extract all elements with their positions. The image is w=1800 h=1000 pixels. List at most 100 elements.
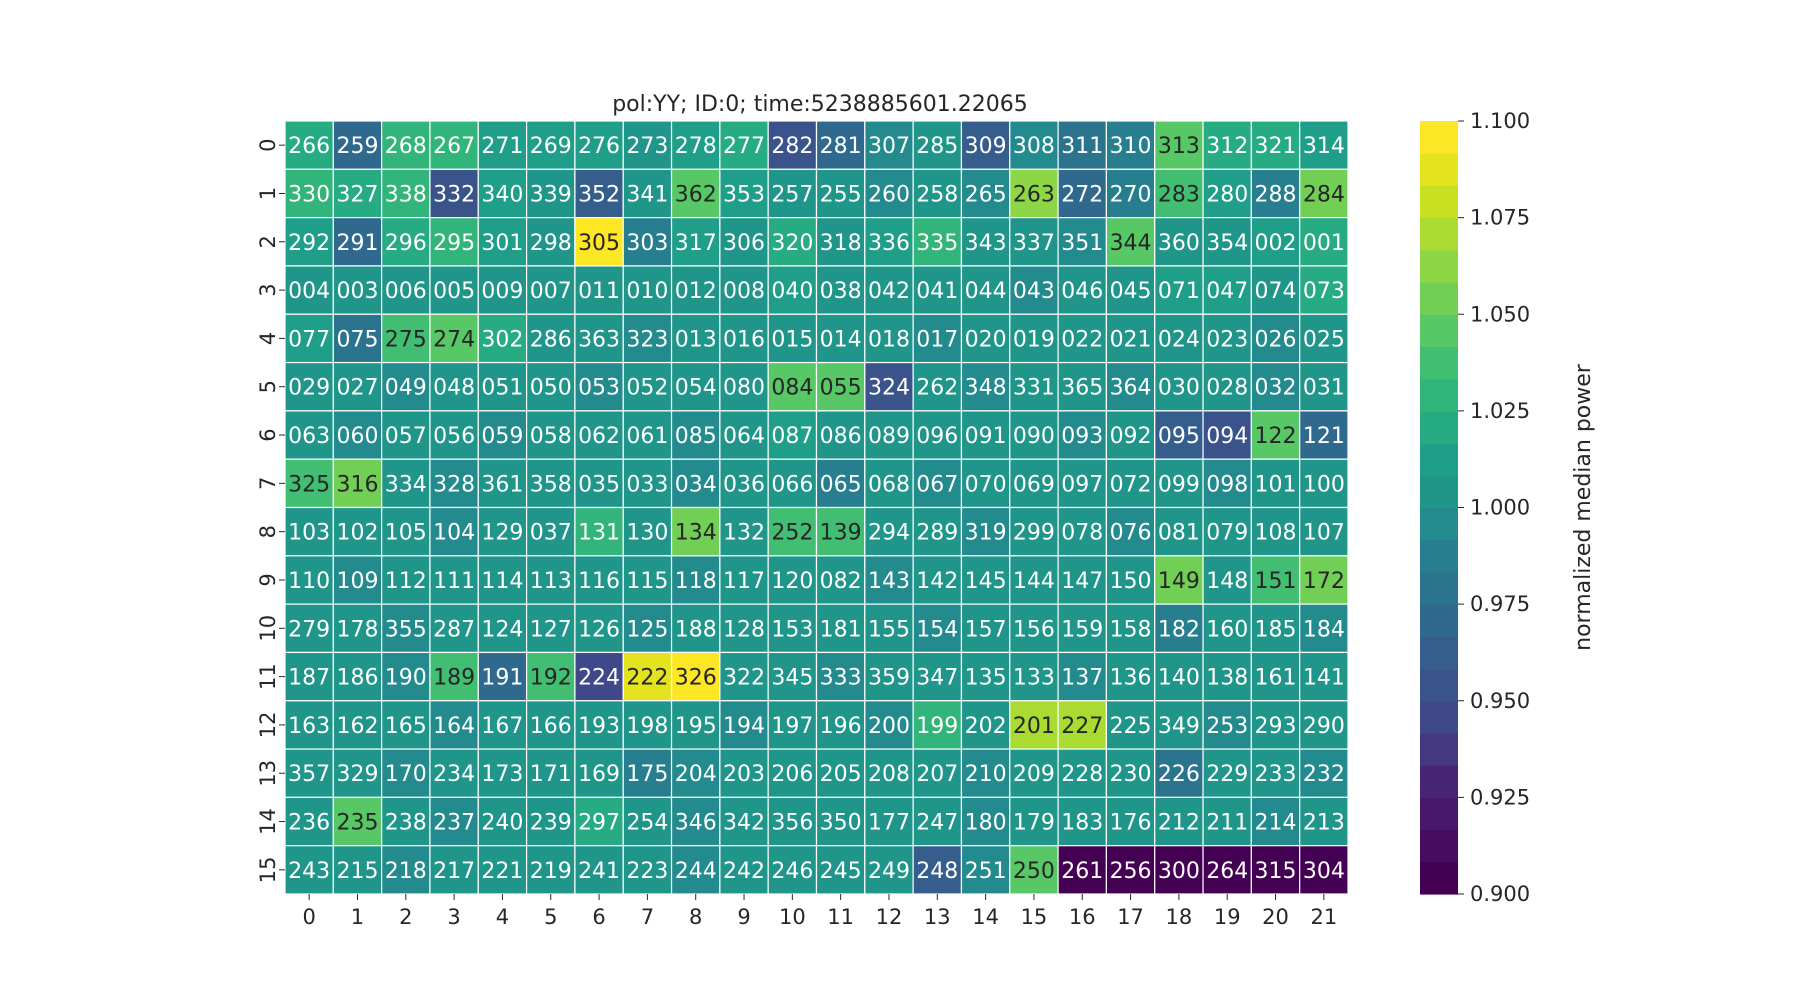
cell-annotation: 223 <box>626 859 668 884</box>
heatmap-cell <box>815 506 866 557</box>
cell-annotation: 137 <box>1061 666 1103 691</box>
cell-annotation: 183 <box>1061 811 1103 836</box>
heatmap-cell <box>960 313 1011 364</box>
cell-annotation: 302 <box>481 327 523 352</box>
cell-annotation: 054 <box>675 376 717 401</box>
cell-annotation: 361 <box>481 472 523 497</box>
cell-annotation: 172 <box>1303 569 1345 594</box>
colorbar-tick-label: 1.075 <box>1470 206 1530 230</box>
heatmap-cell <box>1057 410 1108 460</box>
cell-annotation: 240 <box>481 811 523 836</box>
cell-annotation: 353 <box>723 182 765 207</box>
x-tick-label: 8 <box>689 905 702 929</box>
cell-annotation: 241 <box>578 859 620 884</box>
cell-annotation: 052 <box>626 376 668 401</box>
cell-annotation: 063 <box>288 424 330 449</box>
heatmap-cell <box>525 217 576 267</box>
cell-annotation: 304 <box>1303 859 1345 884</box>
cell-annotation: 298 <box>530 231 572 256</box>
cell-annotation: 037 <box>530 521 572 546</box>
cell-annotation: 142 <box>916 569 958 594</box>
colorbar-segment <box>1420 217 1458 251</box>
heatmap-cell <box>960 265 1011 315</box>
cell-annotation: 268 <box>385 134 427 159</box>
cell-annotation: 105 <box>385 521 427 546</box>
cell-annotation: 263 <box>1013 182 1055 207</box>
cell-annotation: 002 <box>1255 231 1297 256</box>
cell-annotation: 070 <box>965 472 1007 497</box>
heatmap-cell <box>815 748 866 798</box>
heatmap-cell <box>815 361 866 412</box>
heatmap-cell <box>622 265 673 315</box>
cell-annotation: 249 <box>868 859 910 884</box>
y-tick-label: 13 <box>256 760 280 787</box>
heatmap-cell <box>1154 361 1204 412</box>
x-tick-label: 11 <box>827 905 854 929</box>
heatmap-cell <box>1057 845 1108 895</box>
heatmap-cell <box>1154 313 1204 364</box>
heatmap-cell <box>1009 313 1059 364</box>
cell-annotation: 350 <box>820 811 862 836</box>
cell-annotation: 165 <box>385 714 427 739</box>
colorbar-tick-label: 1.100 <box>1470 109 1530 133</box>
heatmap-cell <box>1299 458 1349 509</box>
heatmap-cell <box>767 700 818 750</box>
cell-annotation: 264 <box>1206 859 1248 884</box>
heatmap-cell <box>1105 555 1156 605</box>
cell-annotation: 347 <box>916 666 958 691</box>
cell-annotation: 244 <box>675 859 717 884</box>
cell-annotation: 169 <box>578 762 620 787</box>
cell-annotation: 198 <box>626 714 668 739</box>
heatmap-cell <box>574 796 624 847</box>
cell-annotation: 001 <box>1303 231 1345 256</box>
heatmap-cell <box>1057 603 1108 654</box>
heatmap-cell <box>1299 217 1349 267</box>
cell-annotation: 149 <box>1158 569 1200 594</box>
cell-annotation: 322 <box>723 666 765 691</box>
heatmap-cell <box>1202 796 1252 847</box>
x-tick-label: 7 <box>641 905 654 929</box>
cell-annotation: 210 <box>965 762 1007 787</box>
heatmap-cell <box>1299 361 1349 412</box>
heatmap-cell <box>1105 168 1156 219</box>
heatmap-cell <box>960 796 1011 847</box>
y-tick-label: 4 <box>256 332 280 345</box>
heatmap-cell <box>525 410 576 460</box>
y-tick-label: 12 <box>256 712 280 739</box>
heatmap-cell <box>767 748 818 798</box>
cell-annotation: 209 <box>1013 762 1055 787</box>
y-tick-label: 8 <box>256 525 280 538</box>
cell-annotation: 138 <box>1206 666 1248 691</box>
heatmap-cell <box>1105 506 1156 557</box>
colorbar-segment <box>1420 346 1458 380</box>
cell-annotation: 060 <box>336 424 378 449</box>
cell-annotation: 036 <box>723 472 765 497</box>
heatmap-cell <box>477 168 528 219</box>
cell-annotation: 346 <box>675 811 717 836</box>
cell-annotation: 179 <box>1013 811 1055 836</box>
cell-annotation: 338 <box>385 182 427 207</box>
colorbar-segment <box>1420 249 1458 283</box>
cell-annotation: 040 <box>771 279 813 304</box>
heatmap-cell <box>1154 555 1204 605</box>
cell-annotation: 214 <box>1255 811 1297 836</box>
cell-annotation: 078 <box>1061 521 1103 546</box>
cell-annotation: 362 <box>675 182 717 207</box>
heatmap-cell <box>429 651 479 702</box>
heatmap-cell <box>525 845 576 895</box>
cell-annotation: 251 <box>965 859 1007 884</box>
cell-annotation: 118 <box>675 569 717 594</box>
cell-annotation: 318 <box>820 231 862 256</box>
cell-annotation: 191 <box>481 666 523 691</box>
cell-annotation: 314 <box>1303 134 1345 159</box>
cell-annotation: 215 <box>336 859 378 884</box>
heatmap-cell <box>381 265 431 315</box>
cell-annotation: 343 <box>965 231 1007 256</box>
heatmap-cell <box>622 651 673 702</box>
heatmap-cell <box>1154 603 1204 654</box>
heatmap-cell <box>525 361 576 412</box>
heatmap-cell <box>477 217 528 267</box>
heatmap-cell <box>912 168 963 219</box>
cell-annotation: 189 <box>433 666 475 691</box>
cell-annotation: 283 <box>1158 182 1200 207</box>
